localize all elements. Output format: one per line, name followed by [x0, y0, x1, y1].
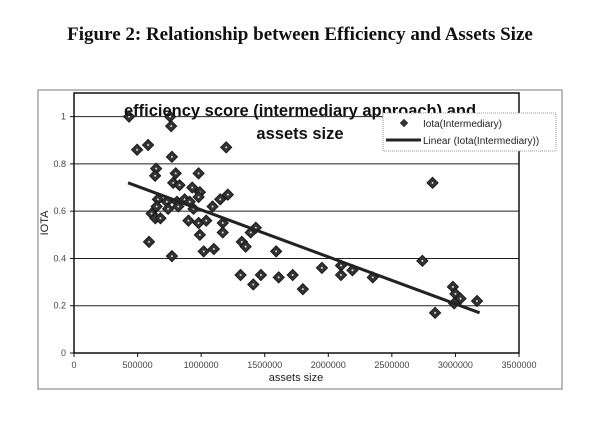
data-point: [130, 143, 144, 156]
y-tick-label: 1: [61, 112, 66, 122]
legend-box: [382, 112, 557, 152]
y-tick-label: 0.6: [53, 206, 66, 216]
data-point: [428, 306, 442, 320]
data-point: [164, 119, 178, 133]
x-tick-label: 3000000: [438, 360, 473, 370]
data-point: [163, 110, 177, 123]
x-axis-label: assets size: [269, 372, 323, 384]
data-point: [216, 226, 229, 239]
data-point: [165, 150, 179, 164]
y-tick-label: 0: [61, 348, 66, 358]
y-axis-label: IOTA: [39, 210, 51, 236]
y-tick-label: 0.4: [53, 253, 66, 263]
data-point: [150, 200, 163, 213]
data-point: [173, 178, 186, 192]
figure-title: Figure 2: Relationship between Efficienc…: [67, 24, 533, 45]
x-tick-label: 3500000: [501, 360, 536, 370]
data-point: [286, 268, 299, 282]
plot-area: [73, 92, 520, 354]
data-point: [247, 278, 260, 291]
data-point: [154, 212, 167, 225]
data-point: [272, 271, 285, 284]
data-point: [122, 110, 136, 123]
data-point: [197, 245, 210, 258]
data-point: [142, 235, 156, 249]
data-point: [334, 268, 348, 282]
x-tick-label: 1500000: [247, 360, 282, 370]
data-point: [165, 249, 179, 263]
data-point: [269, 245, 283, 258]
legend-label-trend: Linear (Iota(Intermediary)): [423, 136, 539, 147]
x-tick-label: 500000: [123, 360, 153, 370]
data-point: [315, 261, 329, 275]
data-point: [470, 294, 484, 308]
data-point: [239, 240, 252, 253]
trend-line: [127, 181, 481, 315]
data-point: [221, 188, 235, 201]
x-tick-label: 0: [71, 360, 76, 370]
data-point: [219, 141, 233, 154]
data-point: [169, 167, 182, 180]
data-point: [161, 202, 175, 216]
data-point: [207, 242, 221, 256]
legend-marker-icon: [399, 118, 409, 128]
data-point: [192, 190, 205, 204]
data-point: [426, 176, 439, 190]
data-point: [193, 228, 207, 242]
data-point: [254, 268, 268, 282]
data-point: [148, 169, 162, 182]
x-tick-label: 1000000: [184, 360, 219, 370]
y-tick-label: 0.8: [53, 159, 66, 169]
data-point: [213, 193, 227, 206]
data-point: [186, 181, 199, 194]
x-tick-label: 2000000: [311, 360, 346, 370]
legend: Iota(Intermediary) Linear (Iota(Intermed…: [382, 112, 557, 152]
legend-label-series: Iota(Intermediary): [423, 119, 502, 130]
data-point: [296, 282, 310, 296]
data-point: [141, 138, 155, 152]
chart-title-line-2: assets size: [256, 125, 343, 143]
data-point: [192, 167, 205, 180]
y-tick-label: 0.2: [53, 301, 66, 311]
data-point: [182, 214, 195, 227]
data-point: [200, 214, 213, 227]
x-tick-label: 2500000: [374, 360, 409, 370]
data-point: [206, 200, 219, 213]
data-point: [416, 254, 429, 268]
data-point: [234, 268, 247, 282]
